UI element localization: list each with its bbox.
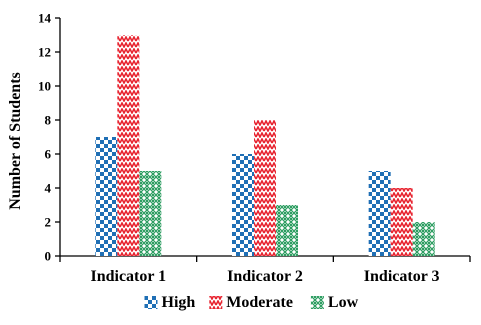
- bar-moderate-1: [117, 35, 140, 256]
- legend-swatch-moderate: [209, 296, 223, 309]
- y-tick-label: 0: [45, 249, 52, 264]
- bar-moderate-3: [390, 188, 413, 256]
- x-category-label: Indicator 2: [227, 268, 303, 285]
- bar-low-1: [139, 171, 162, 256]
- bar-moderate-2: [254, 120, 276, 256]
- legend-swatch-low: [310, 296, 324, 309]
- y-tick-label: 8: [45, 113, 52, 128]
- y-tick-label: 10: [38, 79, 51, 94]
- y-tick-label: 14: [38, 11, 52, 26]
- legend-swatch-high: [144, 296, 158, 309]
- x-category-label: Indicator 3: [364, 268, 440, 285]
- bar-high-3: [368, 171, 391, 256]
- bar-low-3: [412, 222, 435, 256]
- y-axis-label: Number of Students: [7, 72, 24, 210]
- y-tick-label: 12: [38, 45, 51, 60]
- legend-label-low: Low: [328, 294, 359, 311]
- y-tick-label: 2: [45, 215, 52, 230]
- bar-high-2: [232, 154, 254, 256]
- x-category-label: Indicator 1: [90, 268, 166, 285]
- bars: [95, 35, 435, 256]
- legend: High Moderate Low: [144, 294, 359, 311]
- y-tick-label: 4: [45, 181, 52, 196]
- bar-high-1: [95, 137, 118, 256]
- bar-low-2: [276, 205, 298, 256]
- labels: 0 2 4 6 8 10 12 14 Indicator 1 Indicator 2 Indicat…: [7, 11, 440, 286]
- legend-label-moderate: Moderate: [226, 294, 293, 311]
- y-tick-label: 6: [45, 147, 52, 162]
- legend-label-high: High: [162, 294, 196, 311]
